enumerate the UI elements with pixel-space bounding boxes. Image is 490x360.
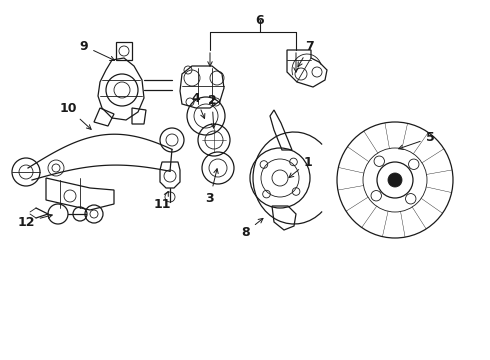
Text: 7: 7: [298, 40, 315, 67]
Text: 3: 3: [206, 169, 218, 204]
Text: 9: 9: [80, 40, 115, 60]
Text: 2: 2: [208, 94, 217, 128]
Text: 6: 6: [256, 13, 264, 27]
Text: 10: 10: [59, 102, 91, 129]
Text: 11: 11: [153, 192, 171, 211]
Text: 12: 12: [17, 214, 52, 229]
Text: 1: 1: [289, 156, 313, 177]
Circle shape: [388, 173, 402, 187]
Text: 8: 8: [242, 219, 263, 238]
Text: 5: 5: [399, 131, 434, 149]
Text: 4: 4: [192, 91, 205, 118]
